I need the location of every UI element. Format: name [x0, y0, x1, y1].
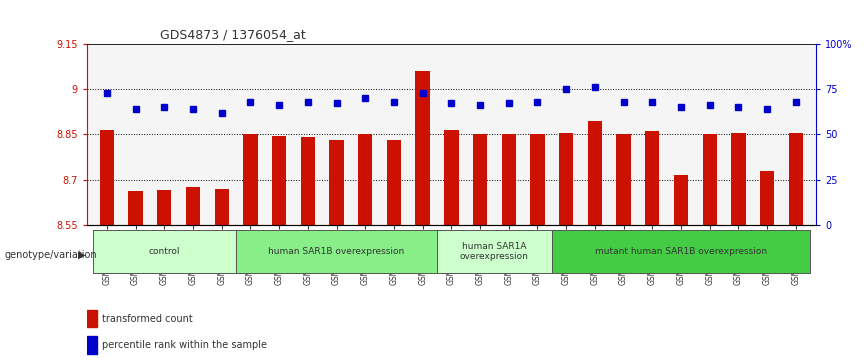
Bar	[530, 134, 544, 225]
Bar	[100, 130, 114, 225]
FancyBboxPatch shape	[552, 230, 810, 273]
Bar	[214, 189, 229, 225]
Bar	[272, 136, 286, 225]
Bar	[645, 131, 660, 225]
Bar	[87, 310, 97, 327]
Bar	[473, 134, 487, 225]
Text: mutant human SAR1B overexpression: mutant human SAR1B overexpression	[595, 247, 767, 256]
Text: transformed count: transformed count	[102, 314, 193, 324]
Bar	[358, 134, 372, 225]
FancyBboxPatch shape	[93, 230, 236, 273]
Bar	[588, 121, 602, 225]
Text: percentile rank within the sample: percentile rank within the sample	[102, 340, 267, 350]
Text: GDS4873 / 1376054_at: GDS4873 / 1376054_at	[160, 28, 306, 41]
Bar	[444, 130, 458, 225]
Text: control: control	[148, 247, 180, 256]
Bar	[186, 187, 201, 225]
FancyBboxPatch shape	[437, 230, 552, 273]
Bar	[329, 140, 344, 225]
Bar	[87, 336, 97, 354]
FancyBboxPatch shape	[236, 230, 437, 273]
Bar	[760, 171, 774, 225]
Bar	[157, 190, 172, 225]
Bar	[674, 175, 688, 225]
Bar	[387, 140, 401, 225]
Text: human SAR1B overexpression: human SAR1B overexpression	[268, 247, 404, 256]
Bar	[559, 133, 574, 225]
Text: ▶: ▶	[78, 250, 86, 260]
Bar	[702, 134, 717, 225]
Bar	[416, 71, 430, 225]
Bar	[789, 133, 803, 225]
Bar	[502, 134, 516, 225]
Text: genotype/variation: genotype/variation	[4, 250, 97, 260]
Bar	[616, 134, 631, 225]
Bar	[731, 133, 746, 225]
Bar	[128, 191, 142, 225]
Bar	[243, 134, 258, 225]
Text: human SAR1A
overexpression: human SAR1A overexpression	[460, 242, 529, 261]
Bar	[300, 137, 315, 225]
